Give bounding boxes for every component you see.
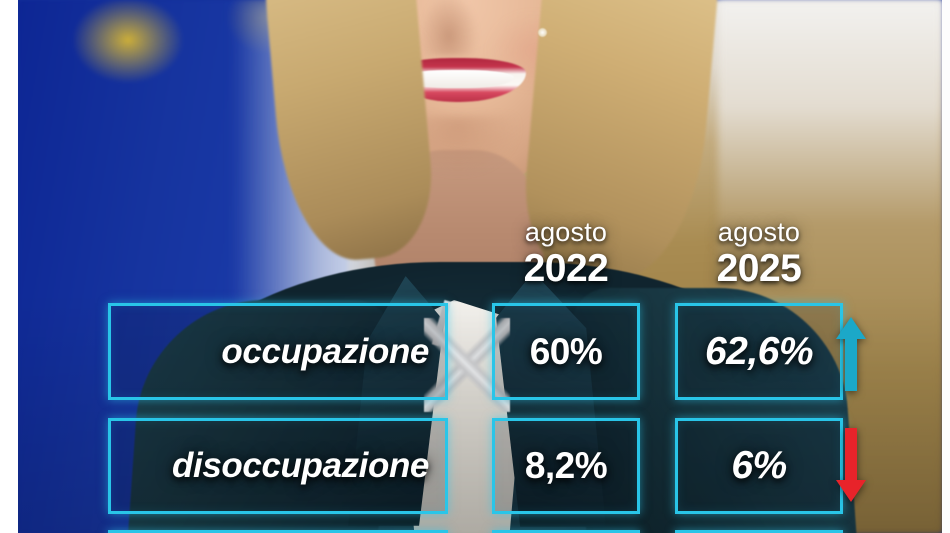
teeth: [402, 70, 514, 88]
arrow-down-icon: [836, 428, 866, 502]
table-row-old-value-cell[interactable]: 60%: [492, 303, 640, 400]
table-row-label-cell-partial[interactable]: [108, 530, 448, 533]
brooch-icon: [424, 318, 510, 412]
table-row-new-value-cell[interactable]: 6%: [675, 418, 843, 514]
page-margin-right: [942, 0, 950, 533]
earring-icon: [538, 28, 547, 37]
table-row-new-value-cell-partial[interactable]: [675, 530, 843, 533]
row-old-value: 8,2%: [524, 445, 608, 486]
header-year-new: 2025: [716, 247, 802, 290]
table-row-old-value-cell[interactable]: 8,2%: [492, 418, 640, 514]
header-month-old: agosto: [524, 217, 608, 247]
row-label: disoccupazione: [172, 446, 429, 485]
row-new-value: 62,6%: [704, 329, 814, 373]
column-header-2025: agosto 2025: [675, 217, 843, 290]
header-year-old: 2022: [523, 247, 609, 290]
table-row-old-value-cell-partial[interactable]: [492, 530, 640, 533]
header-month-new: agosto: [717, 217, 801, 247]
nose: [418, 0, 480, 56]
row-new-value: 6%: [731, 444, 787, 487]
arrow-up-icon: [836, 317, 866, 391]
table-row-label-cell[interactable]: occupazione: [108, 303, 448, 400]
row-old-value: 60%: [529, 330, 603, 372]
table-row-new-value-cell[interactable]: 62,6%: [675, 303, 843, 400]
row-label: occupazione: [221, 331, 429, 371]
table-row-label-cell[interactable]: disoccupazione: [108, 418, 448, 514]
page-margin-left: [0, 0, 18, 533]
column-header-2022: agosto 2022: [492, 217, 640, 290]
